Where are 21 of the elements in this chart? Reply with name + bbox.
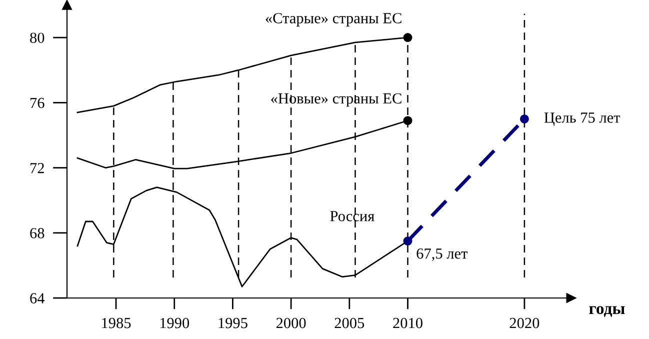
y-tick-label: 68 [30, 228, 44, 238]
text: Россия [330, 211, 374, 222]
x-tick-label: 2005 [334, 318, 364, 328]
y-tick-label: 76 [30, 98, 44, 108]
point [403, 116, 412, 126]
x-axis-title: годы [589, 306, 625, 317]
annotation: 67,5 лет [416, 248, 468, 261]
x-tick-label: 1985 [102, 318, 131, 328]
point [403, 236, 412, 246]
x-tick-label: 2010 [393, 318, 422, 328]
series-label: «Старые» страны ЕС [266, 13, 402, 26]
x-tick-label: 1995 [218, 318, 248, 328]
point [520, 114, 529, 124]
point [403, 33, 412, 42]
x-tick-label: 2020 [510, 318, 540, 328]
y-tick-label: 72 [30, 162, 44, 174]
y-tick-label: 80 [30, 32, 44, 44]
annotation: Цель 75 лет [544, 112, 620, 126]
x-tick-label: 2000 [276, 318, 306, 328]
x-tick-label: 1990 [160, 318, 190, 328]
y-tick-label: 64 [30, 293, 45, 304]
